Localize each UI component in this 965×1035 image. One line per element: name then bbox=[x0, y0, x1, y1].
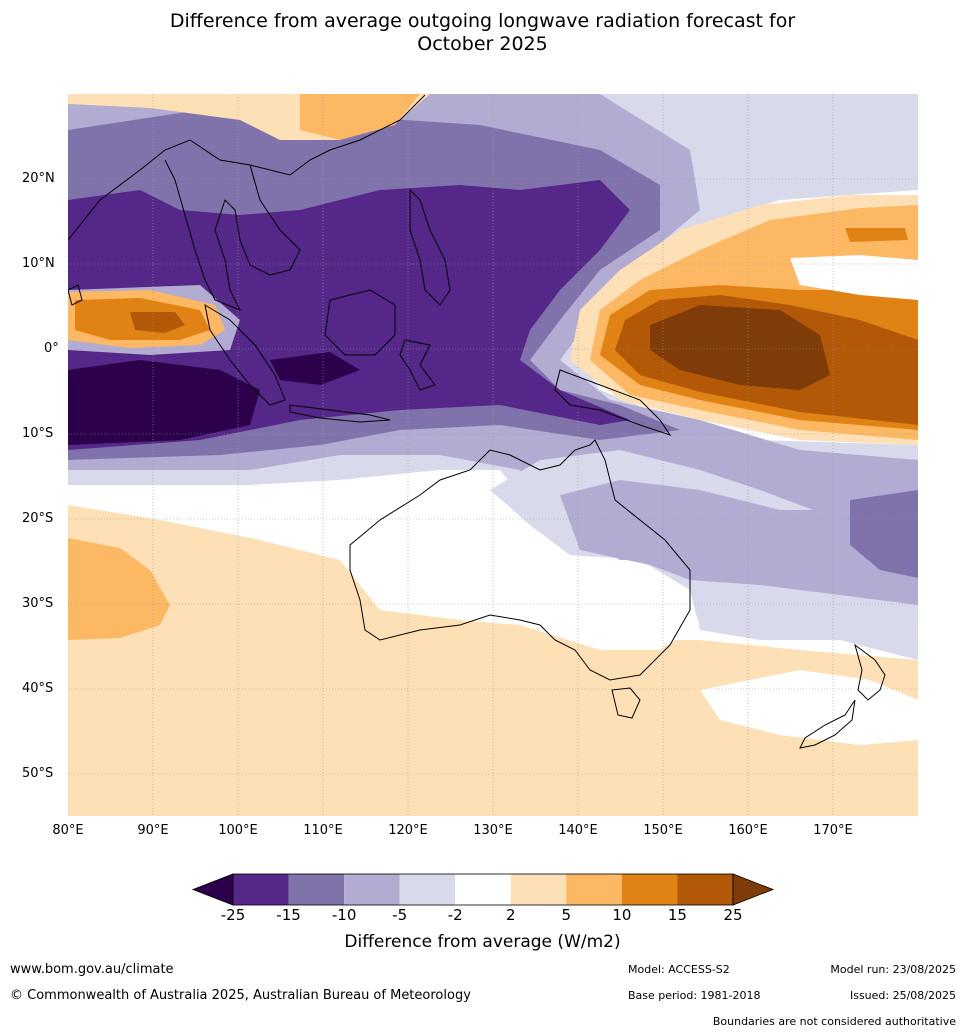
colorbar-tick-label: -2 bbox=[447, 906, 463, 924]
coastline-tasmania bbox=[611, 687, 641, 719]
anomaly-region-negative-moderate-east bbox=[560, 480, 918, 605]
lon-label-110e: 110°E bbox=[303, 823, 343, 838]
lat-label-40s: 40°S bbox=[22, 681, 54, 696]
lon-label-100e: 100°E bbox=[218, 823, 258, 838]
anomaly-region-neutral-pacific bbox=[790, 255, 918, 300]
coastline-new-zealand-north bbox=[854, 643, 886, 701]
footer-disclaimer: Boundaries are not considered authoritat… bbox=[712, 1015, 956, 1028]
coastline-borneo bbox=[324, 289, 396, 356]
coastline-new-zealand-south bbox=[799, 699, 856, 749]
anomaly-region-positive-pacific-extreme bbox=[650, 305, 830, 390]
colorbar-tick-label: -15 bbox=[276, 906, 301, 924]
anomaly-region-positive-weak-south bbox=[68, 505, 918, 816]
lon-label-90e: 90°E bbox=[137, 823, 169, 838]
coastline-java bbox=[289, 404, 391, 423]
graticule bbox=[68, 94, 918, 816]
colorbar-tick-label: 10 bbox=[612, 906, 632, 924]
lat-label-20n: 20°N bbox=[22, 171, 55, 186]
colorbar-tick-label: 2 bbox=[505, 906, 516, 924]
coastlines bbox=[68, 94, 886, 749]
title-line-1: Difference from average outgoing longwav… bbox=[169, 10, 796, 32]
coastline-philippines bbox=[409, 188, 451, 306]
colorbar-tick-label: 5 bbox=[561, 906, 572, 924]
anomaly-region-neutral-australia bbox=[68, 470, 700, 650]
colorbar-tick-label: -10 bbox=[331, 906, 357, 924]
lon-label-150e: 150°E bbox=[643, 823, 683, 838]
anomaly-region-negative-extreme-2 bbox=[270, 352, 360, 385]
lon-label-120e: 120°E bbox=[388, 823, 428, 838]
lon-label-140e: 140°E bbox=[558, 823, 598, 838]
footer-model-run: Model run: 23/08/2025 bbox=[830, 963, 956, 976]
chart-title: Difference from average outgoing longwav… bbox=[0, 10, 965, 56]
lon-label-170e: 170°E bbox=[813, 823, 853, 838]
lat-label-50s: 50°S bbox=[22, 766, 54, 781]
coastline-sulawesi bbox=[399, 339, 436, 391]
lat-label-0: 0° bbox=[44, 341, 59, 356]
lat-label-30s: 30°S bbox=[22, 596, 54, 611]
anomaly-region-positive-pacific-small bbox=[845, 228, 908, 242]
anomaly-region-positive-west-peak bbox=[130, 312, 185, 333]
anomaly-region-positive-north-core bbox=[300, 94, 420, 140]
coastline-sri-lanka bbox=[68, 284, 83, 306]
lon-label-80e: 80°E bbox=[52, 823, 84, 838]
anomaly-region-negative-strong-east bbox=[850, 490, 918, 578]
footer-base-period: Base period: 1981-2018 bbox=[628, 989, 761, 1002]
lat-label-10s: 10°S bbox=[22, 426, 54, 441]
lat-label-10n: 10°N bbox=[22, 256, 55, 271]
colorbar-tick-label: -25 bbox=[220, 906, 246, 924]
lon-label-130e: 130°E bbox=[473, 823, 513, 838]
anomaly-region-positive-moderate-south bbox=[68, 538, 170, 640]
footer-copyright: © Commonwealth of Australia 2025, Austra… bbox=[10, 988, 471, 1003]
footer-model: Model: ACCESS-S2 bbox=[628, 963, 730, 976]
colorbar-tick-label: 15 bbox=[667, 906, 687, 924]
lon-label-160e: 160°E bbox=[728, 823, 768, 838]
colorbar-tick-label: -5 bbox=[392, 906, 408, 924]
anomaly-region-negative-extreme bbox=[68, 360, 260, 445]
footer-website: www.bom.gov.au/climate bbox=[10, 962, 174, 977]
lat-label-20s: 20°S bbox=[22, 511, 54, 526]
colorbar-tick-label: 25 bbox=[723, 906, 743, 924]
footer-issued: Issued: 25/08/2025 bbox=[849, 989, 956, 1002]
colorbar-label: Difference from average (W/m2) bbox=[344, 932, 621, 952]
coastline-mainland-asia bbox=[68, 94, 426, 311]
coastline-australia bbox=[349, 439, 691, 681]
coastline-new-guinea bbox=[554, 369, 672, 436]
title-line-2: October 2025 bbox=[417, 33, 548, 55]
coastline-sumatra bbox=[204, 303, 286, 406]
